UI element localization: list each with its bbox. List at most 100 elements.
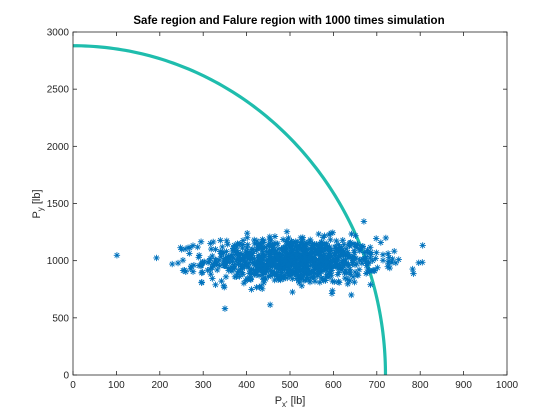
scatter-point [306,278,314,286]
scatter-point [345,262,353,269]
scatter-point [419,242,426,249]
scatter-point [342,266,349,274]
scatter-point [220,249,227,257]
scatter-point [305,239,312,246]
scatter-point [278,255,286,262]
scatter-point [261,262,268,270]
scatter-point [225,253,232,260]
scatter-point [353,260,360,268]
scatter-point [339,261,346,269]
scatter-point [316,246,323,253]
scatter-point [379,251,387,258]
scatter-point [237,249,244,257]
scatter-point [272,262,279,269]
scatter-point [329,257,336,264]
scatter-point [243,244,251,251]
y-axis-label-unit: [lb] [31,189,43,207]
scatter-point [239,245,246,252]
scatter-point [334,271,342,278]
scatter-point [304,273,311,281]
scatter-point [222,273,230,280]
scatter-point [285,234,292,242]
scatter-point [326,250,333,257]
scatter-point [349,255,357,262]
y-axis-label-main: P [31,211,43,218]
scatter-point [362,255,369,262]
scatter-point [266,247,273,255]
scatter-point [344,249,351,256]
scatter-point [316,242,323,249]
scatter-point [353,271,361,278]
scatter-point [209,264,216,272]
scatter-point [289,253,296,261]
scatter-point [303,249,310,256]
scatter-point [269,262,276,270]
scatter-point [308,244,315,251]
scatter-point [255,241,262,248]
scatter-point [315,266,322,273]
scatter-point [304,246,312,254]
scatter-point [419,259,426,266]
scatter-point [333,237,340,245]
scatter-point [240,258,248,266]
scatter-point [328,272,335,279]
scatter-point [331,278,338,285]
scatter-point [329,277,336,285]
scatter-point [266,243,274,250]
scatter-point [283,242,290,249]
scatter-point [338,245,345,252]
scatter-point [249,246,257,253]
scatter-point [269,248,277,255]
scatter-point [249,255,256,262]
scatter-point [348,230,355,238]
scatter-point [303,275,310,283]
scatter-point [327,236,334,244]
scatter-point [241,254,248,262]
scatter-point [260,276,267,283]
scatter-point [310,254,318,262]
scatter-point [339,249,346,256]
scatter-point [230,245,237,252]
scatter-point [307,274,315,281]
scatter-point [239,241,247,248]
scatter-point [233,243,240,251]
scatter-point [218,250,225,257]
y-tick-label: 3000 [47,28,70,39]
scatter-point [301,254,308,262]
scatter-point [265,256,272,264]
scatter-point [292,254,299,261]
scatter-point [259,254,266,261]
scatter-point [262,257,270,264]
scatter-point [113,252,121,259]
scatter-point [209,275,216,282]
scatter-point [369,257,376,264]
scatter-point [317,256,324,264]
scatter-point [221,305,229,312]
scatter-point [271,276,278,284]
scatter-point [391,247,398,255]
scatter-point [284,274,291,282]
scatter-point [236,252,243,259]
scatter-point [233,247,240,254]
scatter-point [256,258,263,265]
scatter-point [328,263,335,270]
scatter-point [206,266,214,273]
scatter-point [335,241,342,248]
x-tick-label: 100 [108,380,125,391]
scatter-point [327,253,335,261]
scatter-point [279,261,287,269]
scatter-point [253,247,260,255]
scatter-point [269,244,276,251]
scatter-point [289,275,296,282]
scatter-point [316,279,323,286]
scatter-point [274,276,282,283]
scatter-point [265,260,272,268]
scatter-point [291,270,298,278]
scatter-point [195,254,202,261]
scatter-point [259,246,266,254]
scatter-point [186,244,194,251]
scatter-point [275,256,282,263]
scatter-point [300,272,307,279]
scatter-point [204,266,211,274]
scatter-point [198,260,206,267]
